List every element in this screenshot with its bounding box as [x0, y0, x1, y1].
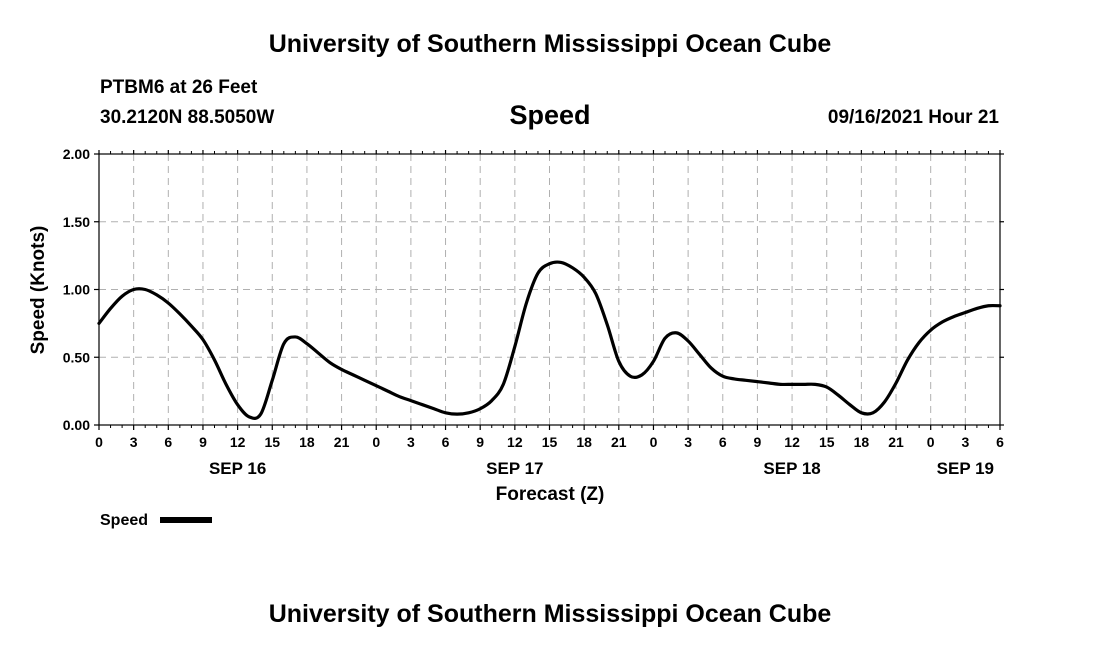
chart-title: Speed	[509, 100, 591, 130]
x-axis-label: Forecast (Z)	[496, 484, 605, 505]
footer-title: University of Southern Mississippi Ocean…	[268, 600, 832, 628]
y-axis-ticks: 0.00 0.50 1.00 1.50 2.00	[63, 146, 1004, 433]
x-tick-label: 12	[230, 434, 246, 450]
x-tick-label: 15	[264, 434, 280, 450]
x-tick-label: 18	[576, 434, 592, 450]
day-label: SEP 18	[763, 459, 820, 478]
day-label: SEP 16	[209, 459, 266, 478]
y-tick-label: 2.00	[63, 146, 90, 162]
y-axis-label: Speed (Knots)	[28, 226, 49, 355]
x-tick-label: 3	[407, 434, 415, 450]
x-tick-label: 15	[542, 434, 558, 450]
x-tick-label: 6	[442, 434, 450, 450]
y-tick-label: 0.00	[63, 417, 90, 433]
speed-series-line	[97, 260, 1002, 420]
x-axis-ticks: 0 3 6 9 12 15 18 21 0 3 6 9 12 15 18 21 0 3 6 9 12 15 18 21 0 3 6	[95, 150, 1004, 450]
x-tick-label: 15	[819, 434, 835, 450]
x-tick-label: 0	[650, 434, 658, 450]
datetime-label: 09/16/2021 Hour 21	[827, 107, 999, 128]
x-tick-label: 9	[476, 434, 484, 450]
x-tick-label: 6	[719, 434, 727, 450]
day-label: SEP 17	[486, 459, 543, 478]
page-title: University of Southern Mississippi Ocean…	[268, 30, 832, 58]
x-tick-label: 21	[334, 434, 350, 450]
x-tick-label: 3	[684, 434, 692, 450]
grid-lines	[99, 154, 1000, 425]
x-tick-label: 18	[299, 434, 315, 450]
y-tick-label: 1.00	[63, 282, 90, 298]
day-labels: SEP 16 SEP 17 SEP 18 SEP 19	[209, 459, 994, 478]
y-tick-label: 1.50	[63, 214, 90, 230]
x-tick-label: 3	[130, 434, 138, 450]
x-tick-label: 0	[95, 434, 103, 450]
x-tick-label: 12	[784, 434, 800, 450]
x-tick-label: 9	[199, 434, 207, 450]
x-tick-label: 21	[611, 434, 627, 450]
station-label: PTBM6 at 26 Feet	[100, 77, 258, 98]
y-tick-label: 0.50	[63, 349, 90, 365]
x-tick-label: 12	[507, 434, 523, 450]
x-tick-label: 6	[996, 434, 1004, 450]
legend-label: Speed	[100, 512, 148, 529]
day-label: SEP 19	[937, 459, 994, 478]
x-tick-label: 0	[927, 434, 935, 450]
x-tick-label: 9	[754, 434, 762, 450]
coordinates-label: 30.2120N 88.5050W	[100, 107, 275, 128]
x-tick-label: 0	[372, 434, 380, 450]
x-tick-label: 18	[854, 434, 870, 450]
x-tick-label: 21	[888, 434, 904, 450]
x-tick-label: 3	[961, 434, 969, 450]
x-tick-label: 6	[164, 434, 172, 450]
